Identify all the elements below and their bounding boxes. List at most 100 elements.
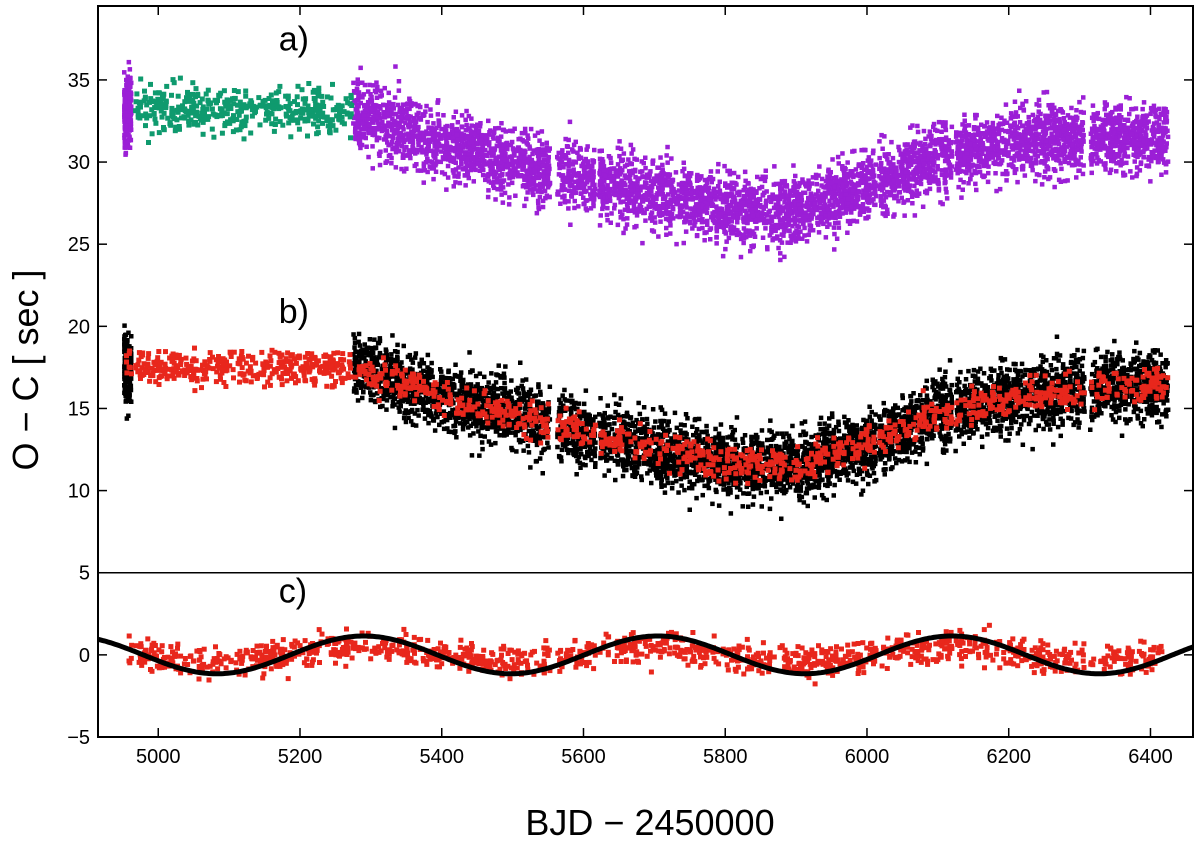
- series-a-point: [729, 224, 735, 230]
- series-a-point: [607, 172, 613, 178]
- series-a-point: [947, 165, 953, 170]
- series-a-point: [702, 238, 707, 243]
- series-a-point: [719, 192, 724, 197]
- series-a-point: [446, 134, 452, 140]
- series-a-point: [1104, 152, 1109, 158]
- series-a-point: [1012, 134, 1017, 140]
- series-a-point: [591, 160, 596, 165]
- series-a-point: [603, 173, 608, 179]
- series-a-point: [1017, 88, 1022, 93]
- series-a-point: [395, 102, 401, 108]
- series-a-point: [372, 129, 377, 134]
- series-a-point: [762, 216, 767, 222]
- series-a-point: [128, 104, 134, 109]
- series-a-point: [634, 181, 639, 186]
- series-a-point: [1150, 131, 1156, 137]
- series-a-point: [878, 194, 883, 199]
- series-a-point: [723, 229, 728, 235]
- series-a-point: [1062, 156, 1067, 162]
- series-a-point: [488, 158, 493, 164]
- series-a-point: [1159, 172, 1164, 177]
- series-a-point: [416, 124, 421, 130]
- series-a-point: [741, 226, 747, 231]
- series-a-point: [1105, 149, 1111, 154]
- series-a-point: [1008, 123, 1013, 128]
- series-a-point: [730, 228, 735, 233]
- series-a-point: [587, 185, 592, 191]
- series-a-point: [732, 206, 738, 211]
- series-a-point: [1042, 153, 1047, 158]
- series-a-point: [759, 213, 765, 219]
- series-a-point: [1068, 149, 1074, 154]
- series-a-point: [400, 124, 405, 130]
- series-a-point: [1070, 135, 1075, 140]
- series-a-point: [927, 186, 933, 192]
- series-a-point: [617, 185, 623, 191]
- series-a-point: [522, 126, 528, 132]
- series-a-point: [861, 195, 866, 200]
- series-a-point: [540, 147, 545, 152]
- series-a-point: [868, 158, 874, 163]
- series-a-point: [560, 148, 565, 153]
- series-a-point: [1161, 139, 1166, 144]
- series-a-point: [482, 141, 488, 146]
- series-a-point: [908, 145, 913, 150]
- series-a-point: [127, 94, 132, 99]
- series-a-point: [501, 143, 506, 148]
- series-a-point: [1102, 145, 1107, 151]
- series-a-point: [539, 142, 545, 147]
- series-a-point: [1153, 109, 1158, 114]
- series-a-point: [1025, 127, 1030, 132]
- series-a-point: [707, 227, 713, 232]
- series-a-point: [990, 120, 996, 126]
- series-a-point: [497, 167, 502, 173]
- series-a-point: [611, 177, 617, 182]
- series-a-point: [689, 215, 694, 220]
- series-a-point: [958, 130, 963, 136]
- series-a-point: [957, 143, 963, 149]
- series-a-point: [597, 182, 602, 188]
- series-a-point: [926, 154, 932, 160]
- series-a-point: [863, 216, 868, 221]
- series-a-point: [964, 151, 970, 156]
- series-a-point: [760, 235, 766, 240]
- series-a-point: [995, 145, 1001, 150]
- series-a-point: [515, 164, 521, 169]
- series-a-point: [705, 222, 710, 227]
- series-a-point: [601, 195, 606, 201]
- series-a-point: [356, 93, 361, 98]
- series-a-point: [963, 153, 968, 158]
- series-a-point: [927, 159, 932, 165]
- series-a-point: [888, 174, 893, 180]
- series-a-point: [813, 172, 819, 178]
- series-a-point: [447, 156, 453, 162]
- series-a-point: [657, 204, 662, 209]
- series-a-point: [1048, 139, 1053, 145]
- series-a-point: [1004, 120, 1010, 125]
- series-a-point: [946, 138, 951, 143]
- series-a-point: [810, 228, 816, 233]
- series-a-point: [393, 165, 399, 170]
- series-a-point: [765, 213, 770, 218]
- series-a-point: [1006, 138, 1011, 143]
- series-a-point: [848, 173, 854, 178]
- series-a-point: [1161, 125, 1167, 131]
- series-a-point: [644, 206, 649, 212]
- series-a-point: [882, 134, 887, 139]
- series-a-point: [491, 130, 497, 136]
- series-a-point: [1117, 134, 1122, 139]
- series-a-point: [598, 165, 603, 171]
- series-a-point: [651, 229, 657, 234]
- series-a-point: [1039, 182, 1045, 187]
- series-a-point: [786, 212, 791, 218]
- series-a-point: [568, 222, 573, 227]
- series-a-point: [999, 127, 1005, 133]
- series-a-point: [971, 152, 976, 158]
- series-a-point: [531, 182, 536, 187]
- series-a-point: [787, 188, 793, 194]
- series-a-point: [1152, 148, 1157, 153]
- series-a-point: [1140, 106, 1145, 112]
- series-a-point: [1014, 131, 1019, 136]
- series-a-point: [1158, 136, 1163, 142]
- series-a-point: [444, 187, 449, 192]
